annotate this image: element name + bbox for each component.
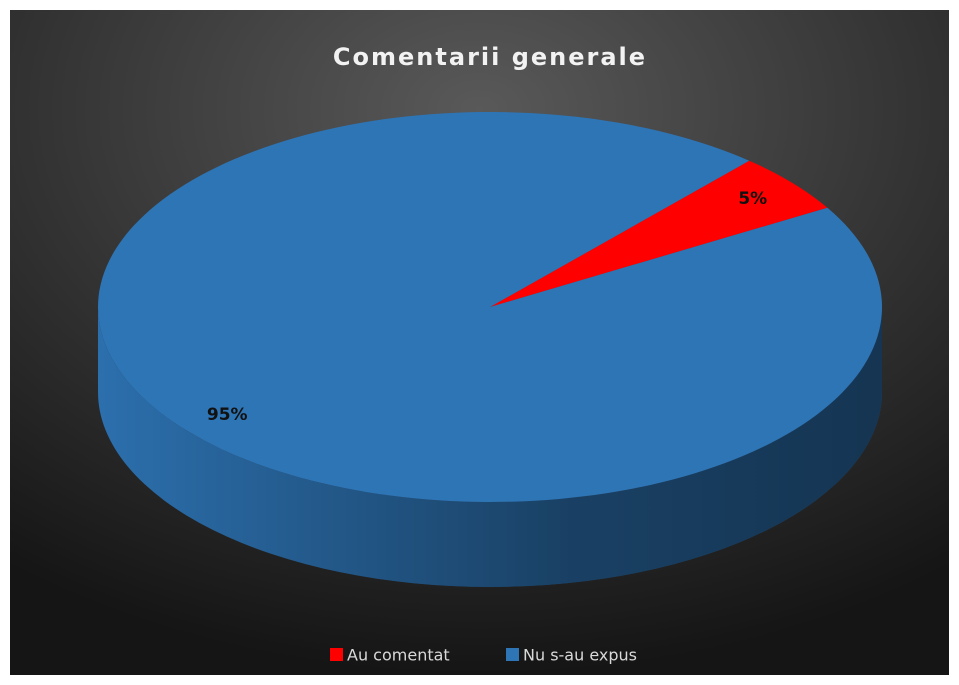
legend-swatch <box>330 648 343 661</box>
legend-label: Au comentat <box>347 646 450 665</box>
legend-swatch <box>506 648 519 661</box>
data-label: 5% <box>738 189 767 209</box>
legend-label: Nu s-au expus <box>523 646 637 665</box>
pie-slice <box>490 160 828 307</box>
chart-title: Comentarii generale <box>333 43 647 71</box>
data-label: 95% <box>207 405 248 425</box>
pie-slice <box>97 112 882 503</box>
pie-side-shade <box>98 307 882 587</box>
